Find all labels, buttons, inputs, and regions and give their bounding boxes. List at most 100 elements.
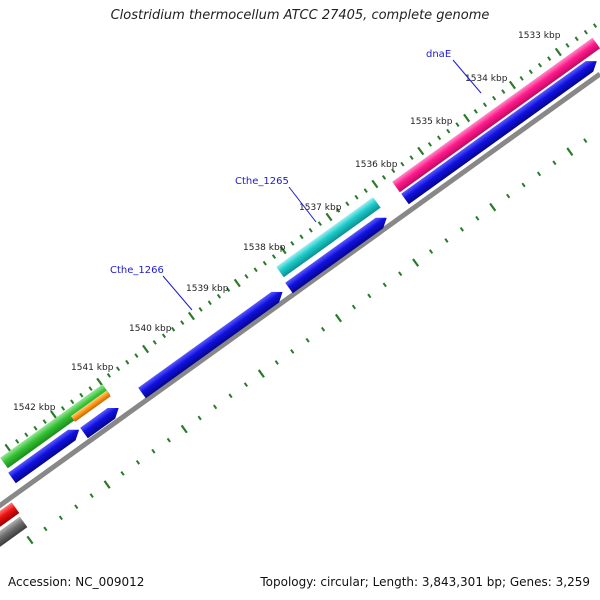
tick-mark-lower <box>475 215 480 221</box>
gene-dnae-feature <box>392 37 600 193</box>
tick-mark-upper <box>271 254 277 259</box>
tick-mark-upper <box>554 47 562 57</box>
tick-mark-upper <box>427 142 433 147</box>
tick-mark-upper <box>574 36 579 42</box>
tick-label-1541-kbp: 1541 kbp <box>71 363 114 373</box>
tick-mark-upper <box>142 344 150 354</box>
gene-blue-feature-5 <box>8 429 80 484</box>
gene-cthe-1265-feature <box>276 197 381 278</box>
tick-mark-upper <box>171 326 176 332</box>
tick-mark-upper <box>180 320 185 325</box>
tick-mark-upper <box>537 62 543 68</box>
tick-mark-upper <box>134 353 139 358</box>
tick-mark-lower <box>444 238 449 243</box>
tick-mark-upper <box>42 419 47 424</box>
tick-mark-lower <box>521 182 526 188</box>
tick-mark-lower <box>103 480 111 489</box>
tick-marks <box>4 23 598 545</box>
tick-mark-upper <box>198 307 203 312</box>
backbone-line <box>0 71 600 509</box>
tick-label-1538-kbp: 1538 kbp <box>243 243 286 253</box>
tick-mark-upper <box>325 212 333 222</box>
tick-mark-upper <box>519 76 524 81</box>
tick-mark-upper <box>508 80 516 90</box>
tick-mark-upper <box>592 23 598 28</box>
gene-dnae-feature-shape <box>392 37 600 193</box>
tick-mark-upper <box>299 234 304 240</box>
tick-mark-upper <box>161 333 167 339</box>
tick-mark-upper <box>501 89 506 94</box>
tick-label-1534-kbp: 1534 kbp <box>465 74 508 84</box>
tick-mark-upper <box>33 425 38 431</box>
tick-mark-lower <box>257 369 265 378</box>
tick-mark-upper <box>207 300 212 306</box>
tick-mark-upper <box>492 95 497 101</box>
tick-mark-upper <box>115 366 121 372</box>
tick-mark-lower <box>489 202 497 212</box>
tick-mark-upper <box>70 399 75 405</box>
tick-mark-lower <box>290 349 295 354</box>
gene-blue-feature-3-shape <box>138 291 283 399</box>
tick-mark-upper <box>279 245 287 255</box>
tick-mark-lower <box>166 437 171 443</box>
tick-mark-lower <box>382 282 387 288</box>
tick-label-1533-kbp: 1533 kbp <box>518 31 561 41</box>
tick-mark-upper <box>15 439 20 444</box>
labels: 1533 kbp 1534 kbp 1535 kbp 1536 kbp 1537 kbp… <box>13 31 561 413</box>
gene-blue-feature-3 <box>138 291 283 399</box>
gene-green-feature <box>0 384 111 469</box>
tick-mark-upper <box>233 278 241 288</box>
tick-mark-upper <box>354 194 359 200</box>
tick-mark-lower <box>566 147 574 156</box>
tick-mark-lower <box>428 249 434 254</box>
gene-gray-feature-shape <box>0 516 28 552</box>
tick-mark-lower <box>151 448 156 454</box>
tick-mark-upper <box>482 102 488 108</box>
tick-mark-upper <box>253 267 258 273</box>
tick-mark-lower <box>58 515 63 521</box>
gene-blue-feature-4-shape <box>80 408 119 439</box>
gene-label-cthe-1266: Cthe_1266 <box>110 265 164 276</box>
gene-blue-feature-2-shape <box>285 217 387 294</box>
tick-mark-lower <box>135 459 141 465</box>
gene-blue-feature-4 <box>80 408 119 439</box>
gene-red-feature <box>0 502 20 532</box>
gene-blue-feature-1-shape <box>401 61 597 205</box>
gene-red-feature-shape <box>0 502 20 532</box>
gene-orange-feature <box>70 390 111 422</box>
tick-mark-lower <box>412 258 420 267</box>
leader-line-cthe-1266 <box>162 275 193 311</box>
tick-label-1536-kbp: 1536 kbp <box>355 160 398 170</box>
tick-mark-lower <box>351 304 357 310</box>
gene-label-dnae: dnaE <box>426 49 451 60</box>
tick-mark-upper <box>79 392 84 398</box>
gene-blue-feature-5-shape <box>8 429 80 484</box>
gene-cthe-1265-feature-shape <box>276 197 381 278</box>
tick-mark-upper <box>371 179 379 189</box>
tick-mark-upper <box>290 241 295 246</box>
tick-mark-upper <box>125 359 130 365</box>
tick-mark-upper <box>446 128 451 134</box>
tick-mark-upper <box>473 109 478 114</box>
tick-mark-upper <box>24 432 29 438</box>
gene-features <box>0 37 600 552</box>
tick-mark-lower <box>459 226 464 232</box>
tick-mark-upper <box>152 340 157 345</box>
tick-mark-upper <box>96 377 104 387</box>
genome-summary: Topology: circular; Length: 3,843,301 bp… <box>260 575 590 589</box>
tick-label-1542-kbp: 1542 kbp <box>13 403 56 413</box>
tick-mark-upper <box>106 373 111 378</box>
tick-mark-lower <box>243 382 249 388</box>
tick-mark-upper <box>216 293 222 299</box>
tick-mark-upper <box>547 56 552 61</box>
tick-mark-lower <box>320 326 326 332</box>
tick-mark-lower <box>212 404 218 410</box>
tick-mark-lower <box>367 293 372 299</box>
tick-mark-upper <box>345 201 350 207</box>
tick-mark-upper <box>417 146 425 156</box>
tick-mark-lower <box>398 271 403 277</box>
tick-mark-lower <box>305 337 310 343</box>
tick-mark-lower <box>43 526 48 532</box>
tick-mark-lower <box>120 471 125 476</box>
